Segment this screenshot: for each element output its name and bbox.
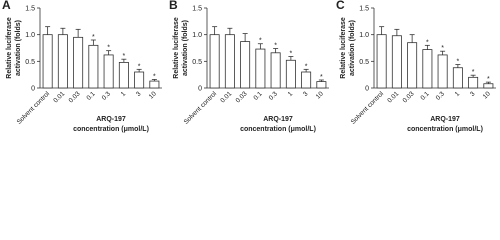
y-axis-label: activation (folds) bbox=[349, 20, 356, 76]
x-axis-label: concentration (μmol/L) bbox=[407, 126, 483, 133]
bar bbox=[57, 34, 68, 89]
bar bbox=[316, 81, 327, 89]
bar bbox=[134, 71, 145, 89]
x-tick-label: 1 bbox=[287, 90, 295, 98]
y-tick-label: 0.5 bbox=[192, 59, 202, 66]
x-tick-label: 0.03 bbox=[402, 90, 416, 104]
significance-mark: * bbox=[320, 74, 323, 81]
bar bbox=[255, 48, 266, 89]
bar bbox=[209, 34, 220, 89]
bar bbox=[270, 52, 281, 89]
x-tick-label: 10 bbox=[482, 90, 492, 100]
panel-label: B bbox=[169, 0, 178, 12]
bar bbox=[468, 76, 479, 89]
y-tick-label: 0.5 bbox=[25, 59, 35, 66]
x-axis-label: concentration (μmol/L) bbox=[73, 126, 149, 133]
y-axis-label: Relative luciferase bbox=[173, 17, 180, 79]
significance-mark: * bbox=[107, 45, 110, 52]
y-tick-label: 1.5 bbox=[192, 6, 202, 13]
x-tick-label: 0.3 bbox=[101, 90, 113, 102]
significance-mark: * bbox=[290, 51, 293, 58]
significance-mark: * bbox=[457, 59, 460, 66]
y-axis-label: activation (folds) bbox=[182, 20, 189, 76]
y-axis-label: activation (folds) bbox=[15, 20, 22, 76]
bar bbox=[285, 59, 296, 89]
bar bbox=[301, 71, 312, 89]
x-tick-label: Solvent control bbox=[350, 90, 386, 126]
significance-mark: * bbox=[259, 38, 262, 45]
x-tick-label: 3 bbox=[469, 90, 477, 98]
y-tick-label: 1.0 bbox=[25, 32, 35, 39]
bar bbox=[437, 54, 448, 89]
bar bbox=[391, 35, 402, 89]
bar bbox=[149, 80, 160, 89]
x-tick-label: 0.03 bbox=[68, 90, 82, 104]
significance-mark: * bbox=[487, 76, 490, 83]
x-tick-label: 0.01 bbox=[219, 90, 233, 104]
x-tick-label: 10 bbox=[148, 90, 158, 100]
y-tick-label: 1.0 bbox=[359, 32, 369, 39]
bar bbox=[224, 34, 235, 89]
x-tick-label: 0.1 bbox=[85, 90, 97, 102]
bar bbox=[376, 34, 387, 89]
bar bbox=[118, 62, 129, 89]
y-tick-label: 1.5 bbox=[25, 6, 35, 13]
bar bbox=[73, 36, 84, 89]
y-tick-label: 0 bbox=[198, 86, 202, 93]
x-tick-label: 0.3 bbox=[435, 90, 447, 102]
significance-mark: * bbox=[472, 69, 475, 76]
significance-mark: * bbox=[426, 39, 429, 46]
significance-mark: * bbox=[274, 43, 277, 50]
significance-mark: * bbox=[153, 73, 156, 80]
y-tick-label: 0 bbox=[31, 86, 35, 93]
y-axis-label: Relative luciferase bbox=[6, 17, 13, 79]
bar bbox=[42, 34, 53, 89]
bar bbox=[452, 67, 463, 89]
y-tick-label: 0 bbox=[365, 86, 369, 93]
y-tick-label: 1.5 bbox=[359, 6, 369, 13]
x-tick-label: Solvent control bbox=[16, 90, 52, 126]
x-axis-label: concentration (μmol/L) bbox=[240, 126, 316, 133]
x-axis-label: ARQ-197 bbox=[96, 116, 126, 123]
bar bbox=[483, 83, 494, 89]
x-axis-label: ARQ-197 bbox=[263, 116, 293, 123]
x-tick-label: 10 bbox=[315, 90, 325, 100]
y-tick-label: 1.0 bbox=[192, 32, 202, 39]
significance-mark: * bbox=[138, 63, 141, 70]
bar bbox=[240, 41, 251, 89]
x-tick-label: 3 bbox=[302, 90, 310, 98]
y-axis-label: Relative luciferase bbox=[340, 17, 347, 79]
bar bbox=[407, 42, 418, 89]
significance-mark: * bbox=[123, 53, 126, 60]
significance-mark: * bbox=[441, 45, 444, 52]
x-tick-label: 0.1 bbox=[252, 90, 264, 102]
x-tick-label: 0.03 bbox=[235, 90, 249, 104]
bar bbox=[88, 44, 99, 89]
x-tick-label: 0.3 bbox=[268, 90, 280, 102]
x-tick-label: Solvent control bbox=[183, 90, 219, 126]
bar bbox=[422, 49, 433, 89]
bar bbox=[103, 54, 114, 89]
x-tick-label: 0.01 bbox=[386, 90, 400, 104]
y-tick-label: 0.5 bbox=[359, 59, 369, 66]
x-tick-label: 1 bbox=[454, 90, 462, 98]
panel-label: A bbox=[2, 0, 11, 12]
x-axis-label: ARQ-197 bbox=[430, 116, 460, 123]
x-tick-label: 1 bbox=[120, 90, 128, 98]
x-tick-label: 0.1 bbox=[419, 90, 431, 102]
panel-label: C bbox=[336, 0, 345, 12]
significance-mark: * bbox=[305, 63, 308, 70]
x-tick-label: 3 bbox=[135, 90, 143, 98]
significance-mark: * bbox=[92, 34, 95, 41]
x-tick-label: 0.01 bbox=[52, 90, 66, 104]
